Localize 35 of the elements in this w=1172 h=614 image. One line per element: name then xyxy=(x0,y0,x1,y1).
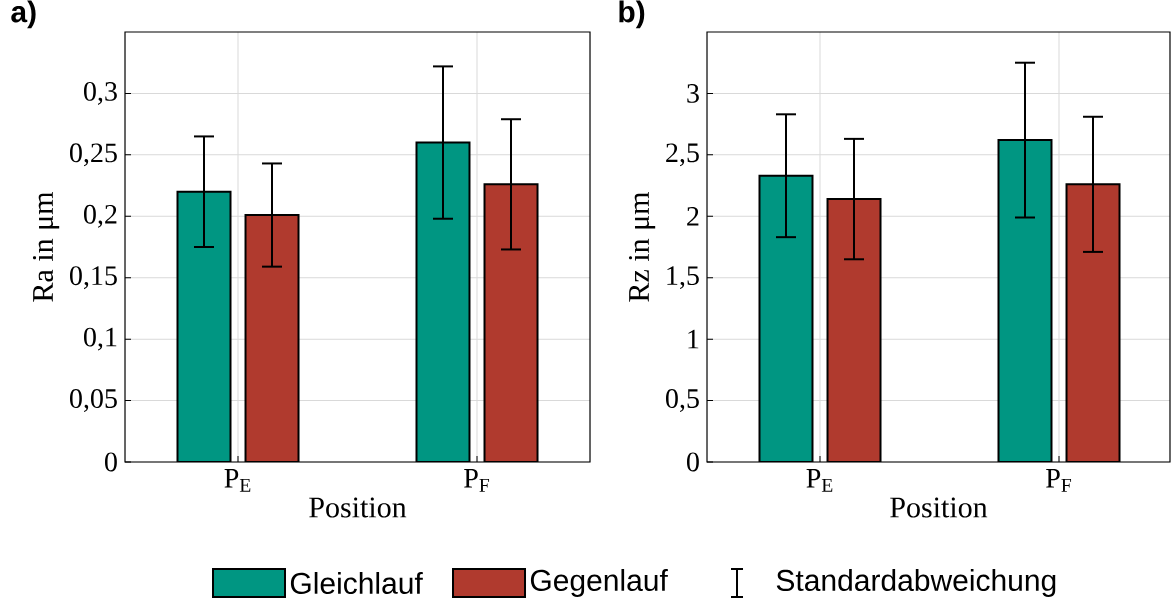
y-tick-label: 0,3 xyxy=(84,81,117,105)
x-tick-label: P$_{F}$ xyxy=(464,469,490,492)
y-tick-label: 1 xyxy=(688,329,699,349)
bar xyxy=(826,198,882,462)
y-tick-label: 0 xyxy=(687,452,699,472)
legend-label: Gleichlauf xyxy=(290,571,423,594)
bar xyxy=(244,214,300,462)
x-tick-label: P$_{F}$ xyxy=(1046,469,1072,492)
y-tick-label: 0,05 xyxy=(70,389,117,413)
chart-title: b) xyxy=(619,0,645,29)
y-axis-title: Rz in μm xyxy=(628,191,656,302)
x-axis-title: Position xyxy=(309,497,407,518)
text: Standardabweichung xyxy=(776,569,1056,597)
y-tick-label: 0,15 xyxy=(70,266,117,290)
bar xyxy=(415,141,471,462)
bar xyxy=(483,183,539,462)
bar xyxy=(1065,183,1121,462)
y-tick-label: 0,1 xyxy=(84,327,117,351)
chart-title: a) xyxy=(11,0,36,29)
y-tick-label: 0,5 xyxy=(666,389,699,413)
bar xyxy=(997,139,1053,462)
x-axis-title: Position xyxy=(890,497,988,518)
x-tick-label: P$_{E}$ xyxy=(224,469,251,492)
y-tick-label: 0,25 xyxy=(70,143,117,167)
x-tick-label: P$_{E}$ xyxy=(806,469,833,492)
bar xyxy=(758,174,814,462)
y-tick-label: 0,2 xyxy=(84,204,117,228)
y-tick-label: 1,5 xyxy=(667,266,699,290)
y-tick-label: 3 xyxy=(687,84,699,103)
y-tick-label: 0 xyxy=(105,452,117,472)
y-axis-title: Ra in μm xyxy=(32,191,60,302)
y-tick-label: 2,5 xyxy=(666,143,699,167)
legend-label: Gegenlauf xyxy=(530,569,668,597)
y-tick-label: 2 xyxy=(687,207,699,226)
bar xyxy=(176,190,232,462)
